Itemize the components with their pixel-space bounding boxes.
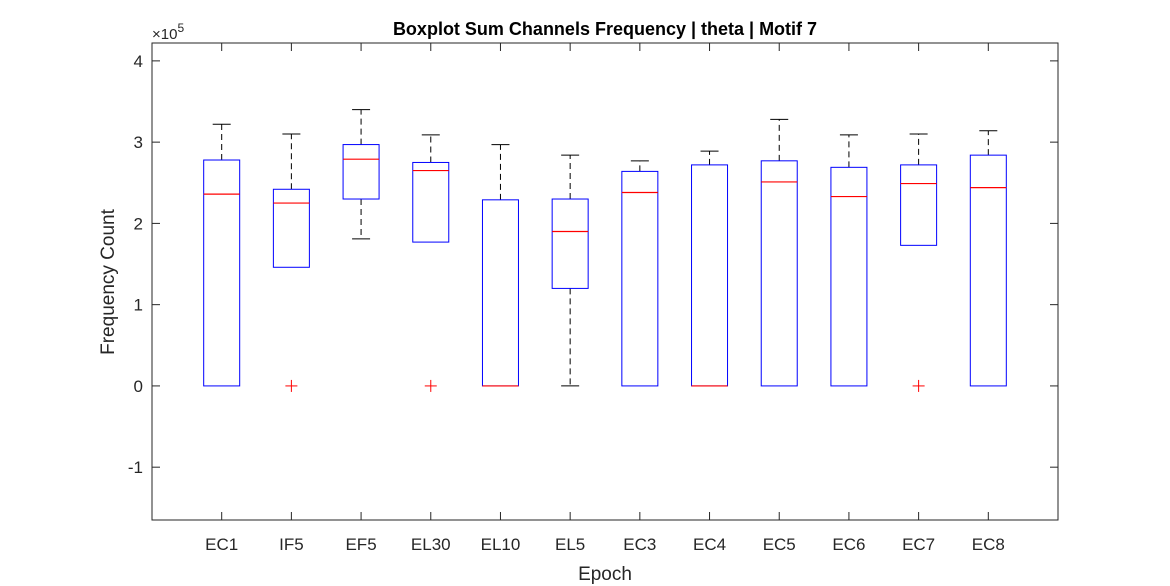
plot-area: -1 0 1 2 3 4 EC1 IF5 EF5 EL30 EL10 EL5 EC3 EC4 EC5 EC6…	[128, 42, 1059, 554]
box-el30	[412, 134, 450, 392]
outlier-marker	[912, 379, 925, 392]
box-series	[203, 109, 1007, 392]
box-el10	[481, 144, 519, 387]
box-el5	[551, 154, 589, 387]
x-tick-label: EC3	[623, 535, 656, 554]
y-tick-label: 1	[134, 296, 143, 315]
y-axis-label: Frequency Count	[98, 208, 119, 354]
x-tick-label: EC7	[902, 535, 935, 554]
box-if5	[272, 133, 310, 392]
y-tick-label: -1	[128, 458, 143, 477]
box-iqr	[830, 166, 868, 387]
y-tick-label: 0	[134, 377, 143, 396]
box-iqr	[900, 164, 938, 246]
y-axis-exponent: ×105	[152, 21, 184, 43]
box-ec3	[621, 160, 659, 387]
y-tick-label: 3	[134, 133, 143, 152]
box-ec7	[900, 133, 938, 392]
chart-title: Boxplot Sum Channels Frequency | theta |…	[393, 19, 817, 39]
box-ec8	[969, 130, 1007, 387]
box-iqr	[621, 170, 659, 387]
box-iqr	[760, 160, 798, 387]
box-iqr	[551, 198, 589, 289]
y-axis-exponent-base: ×10	[152, 26, 177, 43]
y-axis-ticks: -1 0 1 2 3 4	[128, 52, 1058, 477]
x-tick-label: EL10	[481, 535, 521, 554]
y-tick-label: 4	[134, 52, 143, 71]
x-tick-label: EC8	[972, 535, 1005, 554]
x-tick-label: EL30	[411, 535, 451, 554]
outlier-marker	[285, 379, 298, 392]
x-tick-label: EC4	[693, 535, 726, 554]
box-iqr	[412, 161, 450, 243]
box-iqr	[272, 188, 310, 268]
x-axis-ticks: EC1 IF5 EF5 EL30 EL10 EL5 EC3 EC4 EC5 EC6 EC7 EC8	[205, 43, 1005, 554]
x-tick-label: EL5	[555, 535, 585, 554]
axes-frame	[151, 42, 1059, 521]
outlier-marker	[424, 379, 437, 392]
box-iqr	[203, 159, 241, 387]
x-tick-label: EC5	[763, 535, 796, 554]
box-ec4	[691, 150, 729, 387]
x-tick-label: IF5	[279, 535, 304, 554]
box-iqr	[969, 154, 1007, 387]
y-axis-exponent-power: 5	[177, 21, 184, 35]
x-tick-label: EC6	[832, 535, 865, 554]
box-ec5	[760, 118, 798, 387]
y-tick-label: 2	[134, 214, 143, 233]
box-ec6	[830, 134, 868, 387]
box-iqr	[342, 144, 380, 200]
box-ec1	[203, 123, 241, 387]
x-tick-label: EC1	[205, 535, 238, 554]
x-axis-label: Epoch	[578, 564, 632, 585]
box-ef5	[342, 109, 380, 240]
x-tick-label: EF5	[345, 535, 376, 554]
